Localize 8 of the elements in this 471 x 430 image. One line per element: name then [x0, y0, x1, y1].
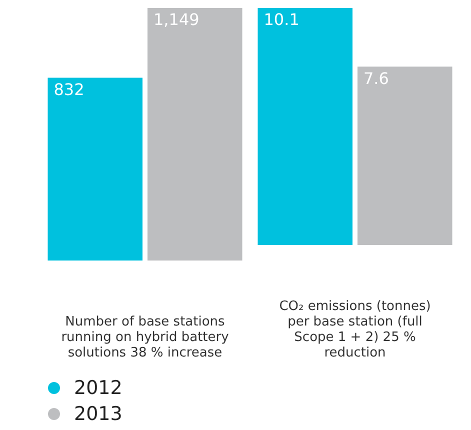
data-label: 832 — [54, 80, 84, 99]
data-label: 1,149 — [153, 10, 200, 30]
data-label: 10.1 — [264, 10, 300, 30]
x-axis-title: Number of base stations running on hybrid battery solutions 38 % increase — [61, 314, 230, 361]
legend-label: 2013 — [74, 403, 122, 425]
legend-label: 2012 — [74, 377, 122, 399]
data-label: 7.6 — [363, 68, 389, 88]
x-axis-title: CO₂ emissions (tonnes) per base station (full Scope 1 + 2) 25 % reduction — [279, 298, 431, 361]
